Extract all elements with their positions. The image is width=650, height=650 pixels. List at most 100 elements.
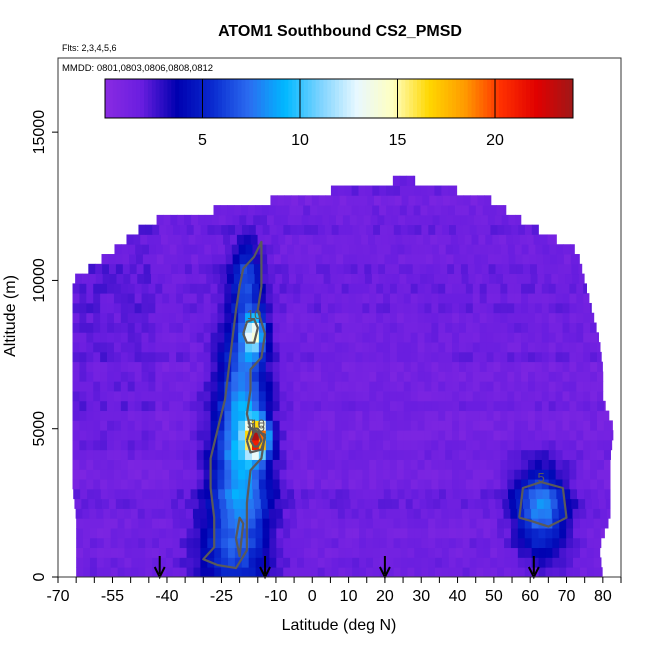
heatmap-cell [141,439,149,451]
heatmap-cell [396,312,405,323]
heatmap-cell [516,273,525,284]
heatmap-cell [241,528,250,539]
heatmap-cell [435,557,443,568]
heatmap-cell [117,528,125,539]
heatmap-cell [597,391,604,402]
heatmap-cell [322,498,331,509]
heatmap-cell [514,410,522,421]
heatmap-cell [329,254,337,265]
heatmap-cell [127,410,136,421]
heatmap-cell [224,322,232,333]
heatmap-cell [583,342,591,353]
heatmap-cell [376,488,385,500]
colorbar-swatch [432,79,437,118]
heatmap-cell [120,371,129,382]
heatmap-cell [102,273,111,284]
heatmap-cell [538,537,546,549]
heatmap-cell [93,302,101,314]
heatmap-cell [603,430,612,441]
heatmap-cell [493,302,501,314]
heatmap-cell [162,332,170,343]
heatmap-cell [136,254,144,265]
heatmap-cell [438,283,446,294]
heatmap-cell [113,381,122,392]
heatmap-cell [297,557,305,568]
heatmap-cell [323,273,331,284]
heatmap-cell [303,528,312,539]
heatmap-cell [265,361,274,372]
heatmap-cell [189,459,198,470]
heatmap-cell [577,254,580,265]
heatmap-cell [578,263,583,275]
heatmap-cell [334,293,343,304]
heatmap-cell [512,234,521,245]
heatmap-cell [189,381,198,392]
heatmap-cell [120,332,129,343]
heatmap-cell [367,195,375,206]
heatmap-cell [364,263,372,275]
heatmap-cell [597,449,605,460]
heatmap-cell [452,430,460,441]
heatmap-cell [297,518,305,529]
heatmap-cell [410,312,418,323]
heatmap-cell [127,293,136,304]
heatmap-cell [298,195,306,206]
heatmap-cell [341,410,349,421]
heatmap-cell [355,322,363,333]
heatmap-cell [183,488,191,500]
heatmap-cell [543,498,552,509]
heatmap-cell [141,342,149,353]
heatmap-cell [500,420,508,431]
heatmap-cell [545,518,553,529]
heatmap-cell [160,234,169,245]
heatmap-cell [262,567,270,578]
heatmap-cell [337,205,346,216]
heatmap-cell [131,557,139,568]
heatmap-cell [562,342,570,353]
heatmap-cell [572,508,580,519]
heatmap-cell [79,293,87,304]
heatmap-cell [339,195,347,206]
heatmap-cell [314,244,322,255]
heatmap-cell [189,293,198,304]
heatmap-cell [113,371,122,382]
heatmap-cell [279,400,287,412]
heatmap-cell [376,332,384,343]
heatmap-cell [172,567,181,578]
heatmap-cell [272,312,280,323]
heatmap-cell [145,528,153,539]
heatmap-cell [273,244,281,255]
heatmap-cell [556,254,565,265]
heatmap-cell [309,273,318,284]
heatmap-cell [76,567,84,578]
heatmap-cell [124,567,132,578]
heatmap-cell [369,302,377,314]
heatmap-cell [265,439,274,451]
colorbar-swatch [424,79,430,118]
colorbar-swatch [393,79,398,118]
heatmap-cell [445,351,453,363]
heatmap-cell [403,410,412,421]
heatmap-cell [341,439,349,451]
heatmap-cell [476,537,484,549]
heatmap-cell [448,537,457,549]
heatmap-cell [398,263,407,275]
heatmap-cell [196,469,205,480]
heatmap-cell [210,410,218,421]
heatmap-cell [392,273,400,284]
heatmap-cell [590,361,598,372]
heatmap-cell [320,420,329,431]
heatmap-cell [504,567,512,578]
heatmap-cell [424,293,432,304]
heatmap-cell [500,430,508,441]
heatmap-cell [573,518,581,529]
colorbar-swatch [311,79,317,118]
heatmap-cell [355,351,363,363]
heatmap-cell [541,322,550,333]
heatmap-cell [362,332,370,343]
heatmap-cell [217,391,225,402]
heatmap-cell [251,381,260,392]
heatmap-cell [514,430,522,441]
heatmap-cell [310,547,319,558]
